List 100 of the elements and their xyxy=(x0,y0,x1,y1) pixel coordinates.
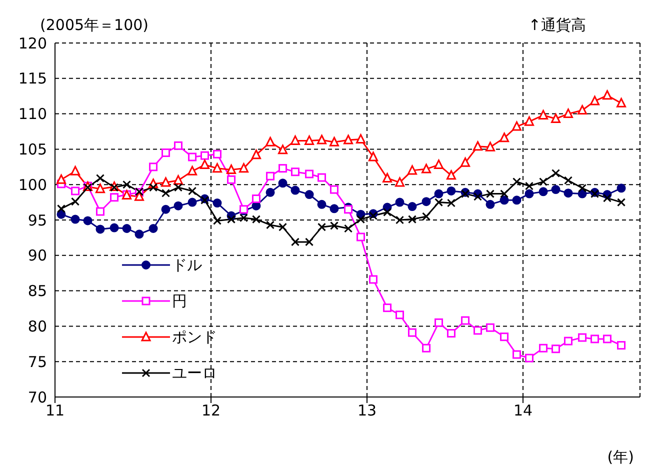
point xyxy=(500,132,510,142)
point xyxy=(524,189,534,198)
point xyxy=(383,208,392,216)
x-axis-title: (年) xyxy=(607,448,634,467)
point xyxy=(174,201,183,210)
point xyxy=(356,215,366,224)
point xyxy=(290,238,300,246)
point xyxy=(290,135,300,145)
point xyxy=(422,164,432,174)
point xyxy=(188,198,197,207)
point xyxy=(524,354,534,362)
point xyxy=(266,220,275,230)
point xyxy=(344,224,353,233)
point xyxy=(486,190,494,198)
point xyxy=(446,198,456,208)
point xyxy=(290,168,300,176)
point xyxy=(149,183,158,192)
point xyxy=(200,151,210,160)
point xyxy=(161,177,171,187)
point xyxy=(407,165,417,175)
point xyxy=(564,176,572,185)
point xyxy=(422,197,431,206)
point xyxy=(434,160,444,170)
point xyxy=(70,166,80,176)
point xyxy=(71,197,80,206)
y-tick-label: 90 xyxy=(28,246,47,265)
point xyxy=(512,178,522,186)
point xyxy=(512,196,522,205)
point xyxy=(95,184,105,194)
point xyxy=(317,200,326,209)
point xyxy=(162,188,170,198)
point xyxy=(602,194,612,202)
point xyxy=(461,316,470,325)
point xyxy=(227,175,236,184)
point xyxy=(96,224,105,234)
point xyxy=(368,152,378,162)
x-tick-label: 14 xyxy=(513,402,533,420)
x-tick-label: 13 xyxy=(357,402,377,420)
point xyxy=(551,185,560,194)
point xyxy=(162,148,170,157)
point xyxy=(552,169,560,178)
point xyxy=(278,178,288,188)
point xyxy=(212,163,222,173)
point xyxy=(266,172,275,180)
point xyxy=(578,184,587,192)
y-tick-label: 120 xyxy=(18,34,47,52)
point xyxy=(148,224,158,233)
point xyxy=(500,190,509,198)
text: ↑通貨高 xyxy=(528,16,586,35)
y-tick-label: 100 xyxy=(18,176,47,194)
point xyxy=(174,183,182,192)
y-tick-label: 105 xyxy=(18,140,47,159)
point xyxy=(188,186,197,196)
point xyxy=(422,344,431,352)
point xyxy=(395,198,404,207)
point xyxy=(368,275,378,284)
point xyxy=(590,334,600,344)
point xyxy=(71,186,80,196)
point xyxy=(161,204,170,214)
point xyxy=(396,310,404,320)
point xyxy=(278,222,288,232)
point xyxy=(434,189,444,198)
point xyxy=(227,215,236,224)
point xyxy=(252,194,260,204)
point xyxy=(290,186,300,195)
point xyxy=(500,196,509,205)
point xyxy=(552,344,560,354)
point xyxy=(512,121,522,131)
y-tick-label: 70 xyxy=(28,388,47,406)
point xyxy=(239,163,249,173)
point xyxy=(512,350,522,359)
point xyxy=(305,238,314,246)
point xyxy=(96,207,104,216)
point xyxy=(616,184,626,193)
point xyxy=(564,336,572,346)
point xyxy=(617,198,626,207)
point xyxy=(212,216,222,225)
point xyxy=(408,215,416,224)
y-tick-label: 80 xyxy=(28,318,47,336)
point xyxy=(122,180,132,189)
point xyxy=(134,230,144,239)
y-tick-label: 75 xyxy=(28,352,47,371)
point xyxy=(174,141,182,150)
point xyxy=(356,134,366,144)
point xyxy=(474,192,482,201)
point xyxy=(344,134,354,144)
y-tick-label: 95 xyxy=(28,211,47,230)
point xyxy=(538,110,548,120)
point xyxy=(83,216,92,226)
legend-label: ポンド xyxy=(172,328,217,346)
y-tick-label: 85 xyxy=(28,282,47,300)
point xyxy=(304,135,314,145)
point xyxy=(252,215,260,224)
point xyxy=(266,188,275,197)
point xyxy=(500,332,509,342)
point xyxy=(486,200,495,209)
point xyxy=(446,329,456,338)
y-tick-label: 115 xyxy=(18,70,47,88)
point xyxy=(266,136,276,146)
point xyxy=(539,178,548,186)
